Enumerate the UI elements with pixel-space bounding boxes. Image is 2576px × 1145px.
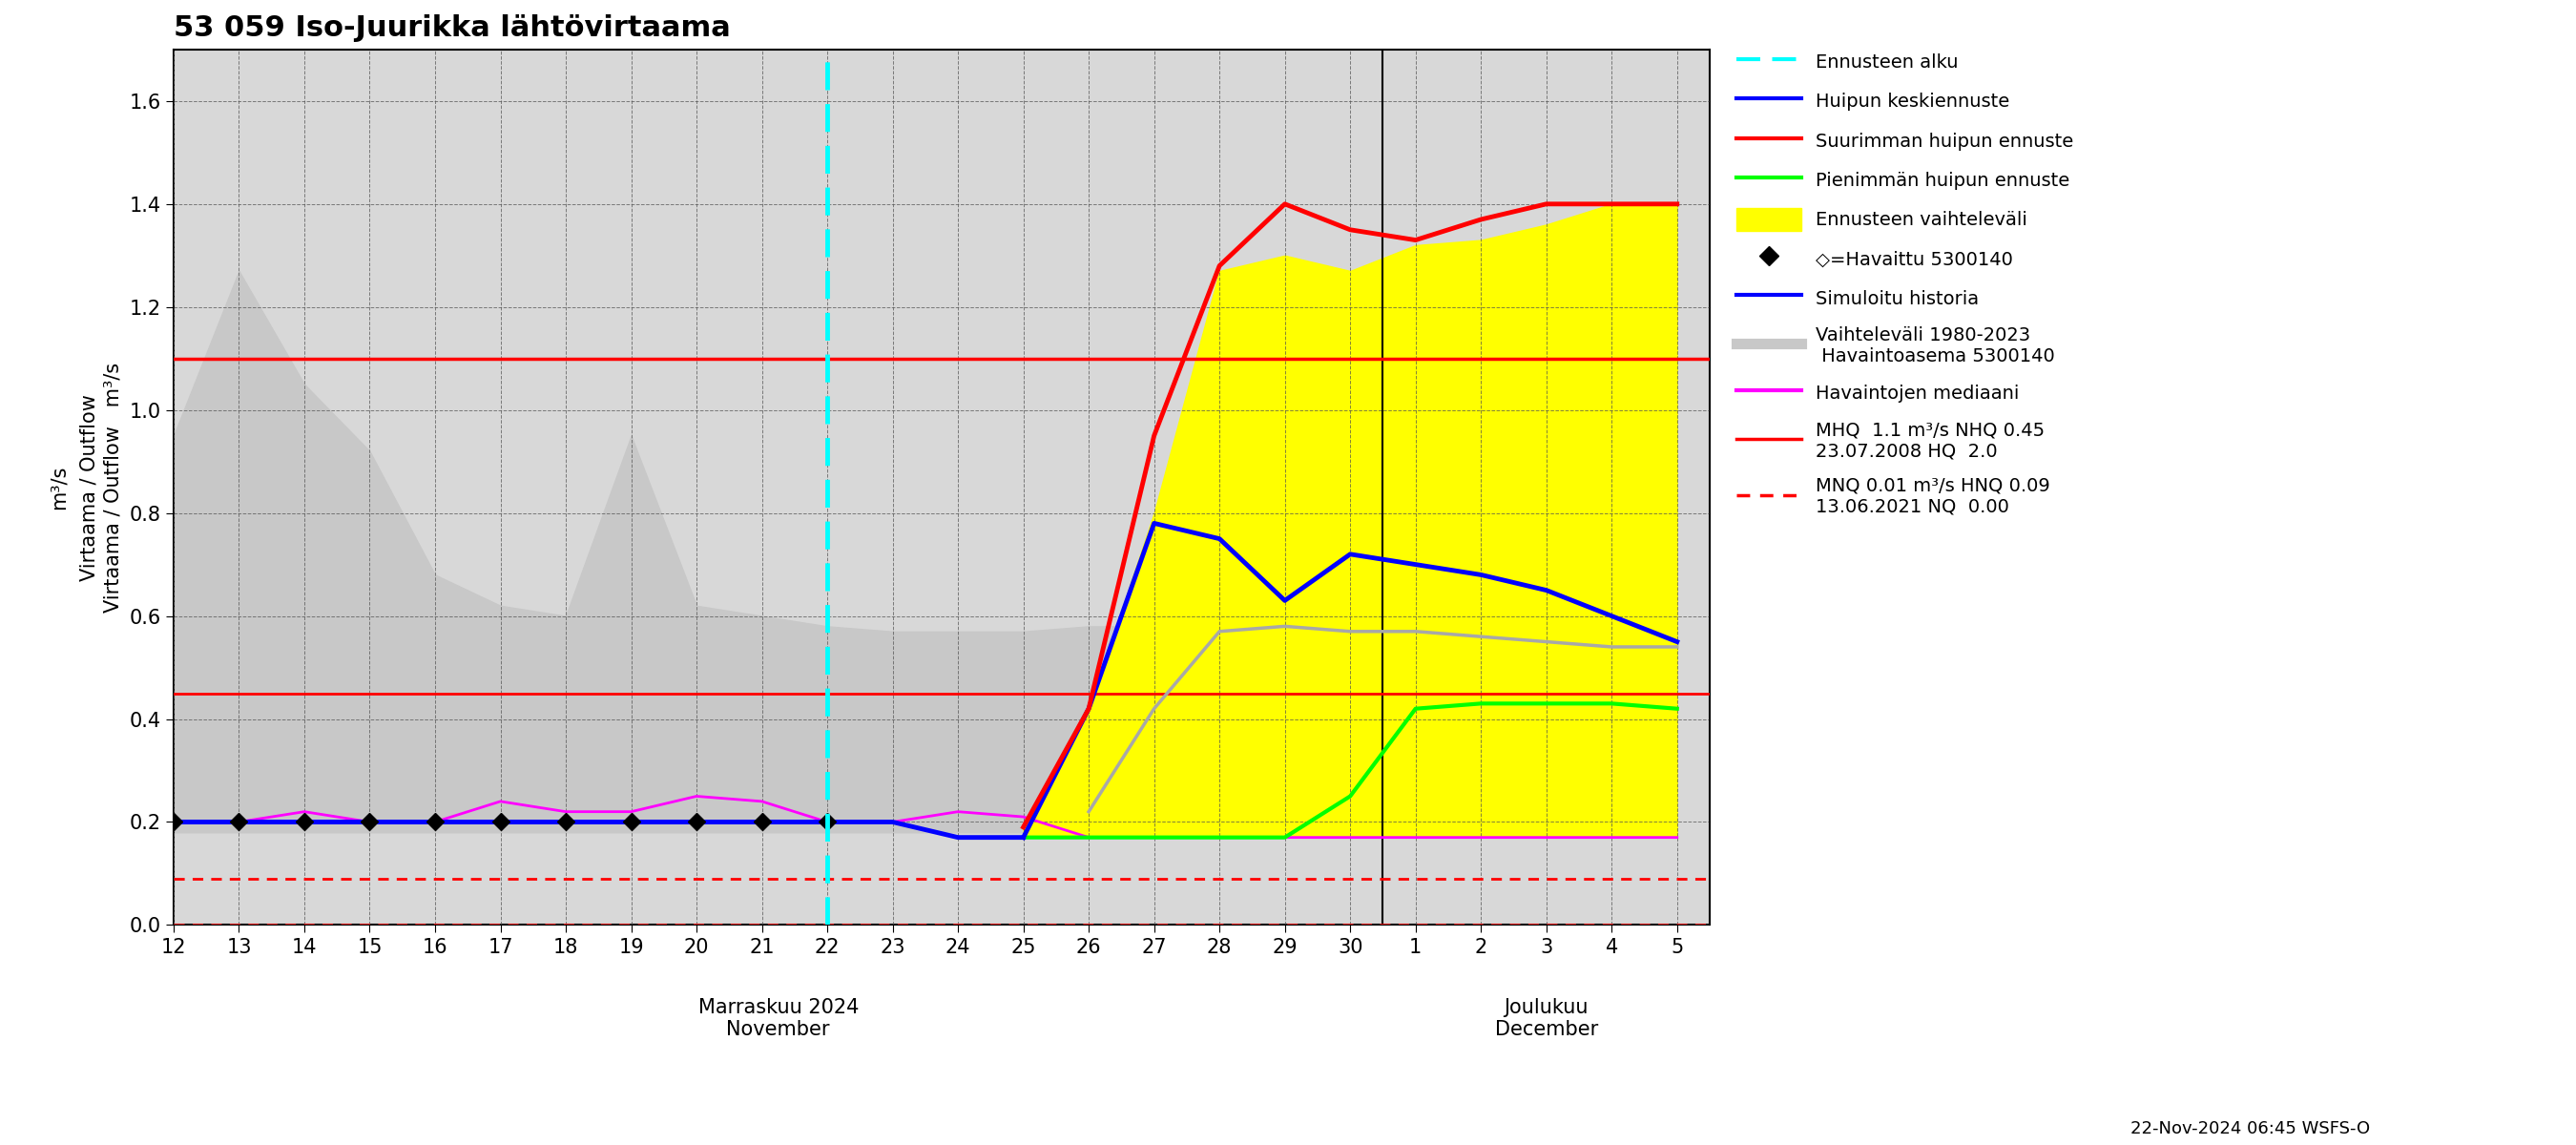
Text: Joulukuu
December: Joulukuu December	[1494, 997, 1597, 1040]
Legend: Ennusteen alku, Huipun keskiennuste, Suurimman huipun ennuste, Pienimmän huipun : Ennusteen alku, Huipun keskiennuste, Suu…	[1726, 41, 2084, 526]
Text: Virtaama / Outflow: Virtaama / Outflow	[80, 394, 98, 581]
Text: 22-Nov-2024 06:45 WSFS-O: 22-Nov-2024 06:45 WSFS-O	[2130, 1120, 2370, 1137]
Text: 53 059 Iso-Juurikka lähtövirtaama: 53 059 Iso-Juurikka lähtövirtaama	[173, 14, 732, 42]
Text: m³/s: m³/s	[49, 465, 67, 510]
Text: Marraskuu 2024
November: Marraskuu 2024 November	[698, 997, 858, 1040]
Y-axis label: Virtaama / Outflow   m³/s: Virtaama / Outflow m³/s	[103, 362, 124, 613]
